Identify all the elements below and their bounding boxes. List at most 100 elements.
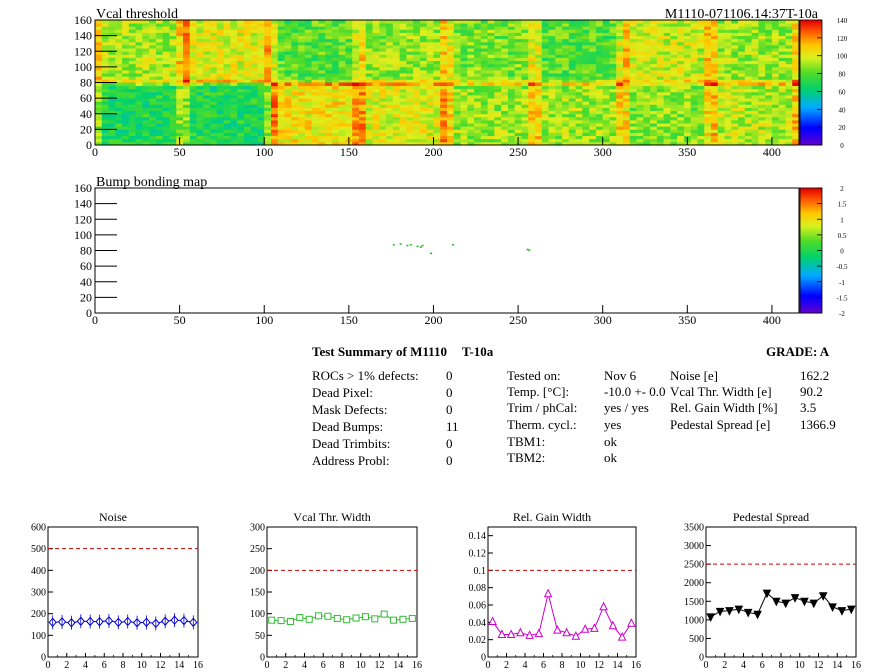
heatmap-cell (331, 41, 340, 46)
heatmap-cell (352, 79, 360, 83)
heatmap-cell (230, 20, 238, 24)
heatmap-cell (575, 107, 583, 112)
heatmap-cell (785, 70, 793, 74)
summary-value: yes (604, 417, 622, 432)
heatmap-cell (277, 91, 285, 96)
heatmap-cell (704, 126, 712, 130)
heatmap-cell (717, 95, 725, 99)
data-point (277, 617, 285, 625)
heatmap-cell (365, 107, 373, 112)
heatmap-cell (176, 66, 184, 71)
heatmap-cell (494, 79, 502, 83)
heatmap-cell (629, 48, 637, 52)
heatmap-cell (562, 138, 570, 143)
heatmap-cell (738, 85, 746, 90)
heatmap-cell (216, 70, 225, 74)
heatmap-cell (494, 76, 502, 80)
heatmap-cell (765, 29, 773, 33)
heatmap-cell (528, 88, 536, 93)
summary-label: TBM2: (507, 450, 546, 465)
y-tick-label: 2500 (684, 560, 704, 571)
series-line (492, 593, 632, 638)
heatmap-cell (108, 88, 116, 93)
heatmap-cell (149, 23, 157, 27)
heatmap-cell (670, 129, 678, 133)
heatmap-cell (183, 54, 191, 58)
heatmap-cell (595, 116, 604, 121)
heatmap-cell (663, 107, 671, 112)
heatmap-cell (460, 101, 468, 105)
heatmap-cell (433, 51, 441, 55)
heatmap-cell (670, 20, 678, 24)
heatmap-cell (189, 73, 197, 77)
heatmap-cell (277, 116, 285, 121)
heatmap-cell (636, 70, 644, 74)
heatmap-cell (399, 79, 407, 83)
heatmap-cell (623, 70, 631, 74)
heatmap-cell (575, 101, 583, 105)
heatmap-cell (582, 91, 590, 96)
heatmap-cell (487, 98, 495, 102)
heatmap-cell (555, 29, 563, 33)
colorbar-segment (800, 298, 822, 301)
heatmap-cell (365, 126, 373, 130)
heatmap-cell (487, 126, 495, 130)
heatmap-cell (230, 60, 238, 65)
heatmap-cell (704, 41, 712, 46)
heatmap-cell (318, 132, 326, 137)
heatmap-cell (758, 85, 766, 90)
heatmap-cell (413, 82, 421, 87)
heatmap-cell (149, 66, 157, 71)
heatmap-cell (399, 98, 407, 102)
heatmap-cell (331, 91, 340, 96)
heatmap-cell (717, 73, 725, 77)
heatmap-cell (135, 85, 143, 90)
heatmap-cell (128, 135, 137, 140)
heatmap-cell (325, 116, 333, 121)
heatmap-cell (115, 63, 123, 68)
heatmap-cell (616, 135, 624, 140)
heatmap-cell (284, 70, 292, 74)
heatmap-cell (203, 88, 211, 93)
heatmap-cell (514, 57, 522, 62)
heatmap-cell (711, 48, 719, 52)
heatmap-cell (345, 70, 353, 74)
heatmap-cell (250, 135, 258, 140)
heatmap-cell (237, 85, 245, 90)
heatmap-cell (243, 66, 252, 71)
heatmap-cell (528, 91, 536, 96)
heatmap-cell (663, 91, 671, 96)
heatmap-cell (237, 91, 245, 96)
heatmap-cell (487, 132, 495, 137)
heatmap-cell (101, 73, 109, 77)
heatmap-cell (643, 63, 651, 68)
heatmap-cell (135, 23, 143, 27)
heatmap-cell (210, 104, 218, 108)
heatmap-cell (467, 107, 475, 112)
data-point (790, 594, 800, 603)
heatmap-cell (325, 73, 333, 77)
heatmap-cell (548, 29, 556, 33)
heatmap-cell (318, 41, 326, 46)
heatmap-cell (758, 38, 766, 43)
heatmap-cell (602, 91, 610, 96)
heatmap-cell (575, 41, 583, 46)
heatmap-cell (494, 70, 502, 74)
heatmap-cell (372, 110, 380, 115)
heatmap-cell (562, 113, 570, 118)
heatmap-cell (582, 73, 590, 77)
heatmap-cell (609, 29, 617, 33)
heatmap-cell (697, 91, 705, 96)
heatmap-cell (386, 26, 394, 30)
heatmap-cell (575, 26, 583, 30)
heatmap-cell (602, 76, 610, 80)
heatmap-cell (433, 88, 441, 93)
heatmap-cell (169, 73, 177, 77)
heatmap-cell (650, 116, 658, 121)
heatmap-cell (135, 70, 143, 74)
colorbar-segment (800, 227, 822, 231)
heatmap-cell (744, 35, 753, 40)
heatmap-cell (189, 113, 197, 118)
heatmap-cell (223, 88, 231, 93)
heatmap-cell (298, 126, 306, 130)
